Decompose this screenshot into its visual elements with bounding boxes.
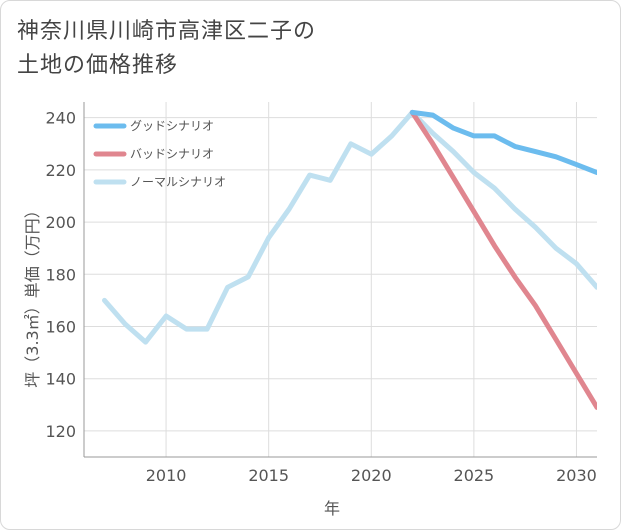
y-tick-label: 140 [45,370,76,389]
legend-label-good: グッドシナリオ [130,119,214,133]
chart-title-line-2: 土地の価格推移 [17,53,179,78]
series-line-bad [409,109,597,410]
y-tick-label: 120 [45,422,76,441]
chart-title-line-1: 神奈川県川崎市高津区二子の [17,19,317,44]
x-tick-label: 2010 [146,466,187,485]
x-tick-label: 2030 [556,466,597,485]
y-tick-label: 220 [45,161,76,180]
x-tick-label: 2020 [351,466,392,485]
axes: 120 140 160 180 200 220 240 2010 2015 2020 2025 203… [45,102,597,485]
y-tick-label: 240 [45,109,76,128]
y-axis-label: 坪（3.3㎡）単価（万円） [23,202,42,387]
x-tick-label: 2025 [454,466,495,485]
series-line-good [409,109,597,175]
y-tick-label: 180 [45,265,76,284]
chart-title: 神奈川県川崎市高津区二子の 土地の価格推移 [17,15,437,83]
x-axis-label: 年 [324,499,340,518]
legend-label-bad: バッドシナリオ [130,147,214,161]
y-tick-label: 200 [45,213,76,232]
series-lines [102,109,597,410]
legend-label-normal: ノーマルシナリオ [130,175,226,189]
x-tick-label: 2015 [248,466,289,485]
series-line-normal [102,109,597,345]
y-tick-label: 160 [45,317,76,336]
